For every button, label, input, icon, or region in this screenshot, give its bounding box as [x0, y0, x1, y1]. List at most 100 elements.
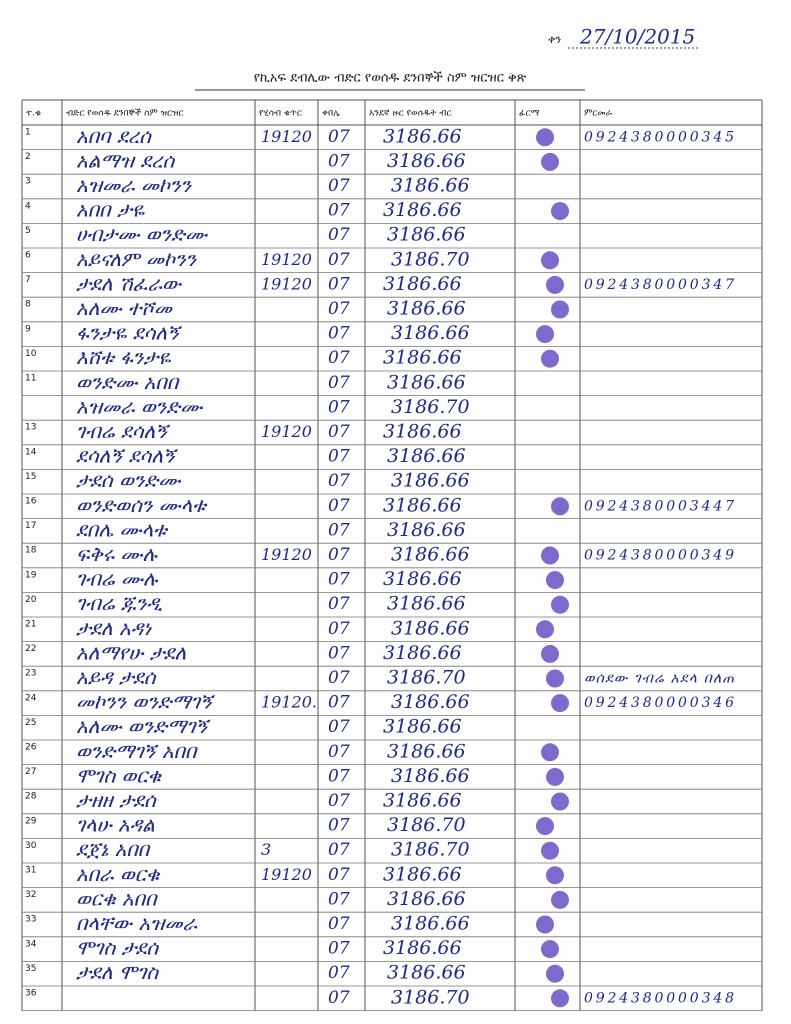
cell-kebele: 07 — [328, 520, 350, 540]
cell-name: ገብሬ ጁንዲ — [76, 591, 162, 615]
cell-account: 19120. — [261, 693, 317, 712]
cell-kebele: 07 — [328, 447, 350, 467]
cell-kebele: 07 — [328, 545, 350, 565]
cell-amount: 3186.66 — [383, 347, 462, 369]
cell-account: 19120 — [261, 545, 312, 564]
cell-name: ታደሰ ወንድሙ — [76, 468, 182, 492]
signature-thumbprint — [541, 743, 559, 762]
cell-name: ደበሌ ሙላቱ — [76, 517, 168, 541]
cell-kebele: 07 — [328, 373, 350, 393]
signature-thumbprint — [551, 202, 569, 221]
cell-kebele: 07 — [328, 324, 350, 344]
cell-amount: 3186.66 — [391, 617, 470, 639]
cell-name: ገብሬ ሙሉ — [76, 567, 159, 591]
row-number: 8 — [25, 300, 31, 310]
cell-amount: 3186.66 — [387, 740, 466, 762]
row-number: 32 — [25, 890, 36, 900]
cell-amount: 3186.66 — [383, 863, 462, 885]
cell-amount: 3186.66 — [383, 716, 462, 738]
signature-thumbprint — [541, 940, 559, 959]
cell-kebele: 07 — [328, 791, 350, 811]
cell-kebele: 07 — [328, 643, 350, 663]
cell-amount: 3186.66 — [383, 494, 462, 516]
cell-kebele: 07 — [328, 840, 350, 860]
signature-thumbprint — [551, 694, 569, 713]
cell-name: አለማየሁ ታደለ — [76, 640, 186, 664]
cell-name: ገብሬ ደሳለኝ — [76, 419, 170, 443]
cell-amount: 3186.70 — [391, 248, 470, 270]
cell-kebele: 07 — [328, 889, 350, 909]
cell-amount: 3186.66 — [383, 421, 462, 443]
cell-name: አለሙ ወንድማገኝ — [76, 714, 210, 738]
column-header: የሂሳብ ቁጥር — [259, 109, 302, 119]
cell-kebele: 07 — [328, 299, 350, 319]
row-number: 13 — [25, 423, 36, 433]
row-number: 3 — [25, 177, 31, 187]
cell-amount: 3186.66 — [383, 199, 462, 221]
cell-amount: 3186.66 — [391, 322, 470, 344]
cell-kebele: 07 — [328, 496, 350, 516]
row-number: 18 — [25, 546, 37, 556]
cell-name: መኮንን ወንድማገኝ — [76, 690, 215, 714]
signature-thumbprint — [546, 571, 564, 590]
form-title: የኪአፍ ደብሊው ብድር የወሰዱ ደንበኞች ስም ዝርዝር ቅጽ — [254, 71, 527, 86]
cell-amount: 3186.66 — [391, 544, 470, 566]
row-number: 14 — [25, 447, 37, 457]
cell-name: ወርቁ አበበ — [76, 886, 158, 910]
row-number: 21 — [25, 620, 36, 630]
cell-name: አለሙ ተሾመ — [76, 296, 173, 320]
cell-amount: 3186.66 — [383, 642, 462, 664]
cell-amount: 3186.66 — [383, 273, 462, 295]
cell-kebele: 07 — [328, 151, 350, 171]
signature-thumbprint — [551, 595, 569, 614]
cell-kebele: 07 — [328, 963, 350, 983]
cell-kebele: 07 — [328, 274, 350, 294]
cell-name: እሸቱ ፋንታዬ — [76, 345, 171, 369]
row-number: 36 — [25, 989, 37, 999]
cell-name: ደሳለኝ ደሳለኝ — [76, 444, 178, 468]
cell-amount: 3186.66 — [391, 175, 470, 197]
cell-amount: 3186.66 — [383, 790, 462, 812]
cell-name: ታዘዘ ታደሰ — [76, 788, 158, 812]
signature-thumbprint — [551, 300, 569, 319]
cell-amount: 3186.66 — [387, 888, 466, 910]
row-number: 2 — [25, 152, 31, 162]
cell-kebele: 07 — [328, 397, 350, 417]
cell-amount: 3186.66 — [383, 568, 462, 590]
cell-kebele: 07 — [328, 619, 350, 639]
signature-thumbprint — [536, 620, 554, 639]
row-number: 25 — [25, 718, 36, 728]
cell-kebele: 07 — [328, 914, 350, 934]
cell-name: አበራ ወርቁ — [76, 862, 161, 886]
row-number: 10 — [25, 349, 37, 359]
cell-kebele: 07 — [328, 939, 350, 959]
cell-account: 19120 — [261, 127, 312, 146]
cell-amount: 3186.66 — [383, 937, 462, 959]
cell-name: ፍቅሩ ሙሉ — [76, 542, 159, 566]
cell-kebele: 07 — [328, 717, 350, 737]
cell-account: 3 — [261, 840, 271, 859]
cell-name: ወንድሙ አበበ — [76, 370, 180, 394]
signature-thumbprint — [541, 841, 559, 860]
cell-kebele: 07 — [328, 471, 350, 491]
column-header: አንደኛ ዙር የወሰዱት ብር — [369, 109, 451, 119]
cell-amount: 3186.66 — [391, 691, 470, 713]
cell-name: ሞገስ ታደሰ — [76, 936, 160, 960]
signature-thumbprint — [551, 890, 569, 909]
row-number: 33 — [25, 915, 36, 925]
row-number: 28 — [25, 792, 37, 802]
cell-name: አይናለም መኮንን — [76, 247, 198, 271]
row-number: 26 — [25, 743, 37, 753]
row-number: 15 — [25, 472, 36, 482]
cell-kebele: 07 — [328, 668, 350, 688]
cell-amount: 3186.70 — [387, 667, 466, 689]
cell-kebele: 07 — [328, 348, 350, 368]
cell-amount: 3186.66 — [391, 765, 470, 787]
row-number: 30 — [25, 841, 37, 851]
cell-kebele: 07 — [328, 693, 350, 713]
cell-amount: 3186.70 — [391, 986, 470, 1008]
row-number: 7 — [25, 275, 31, 285]
signature-thumbprint — [541, 349, 559, 368]
row-number: 1 — [25, 128, 31, 138]
cell-amount: 3186.66 — [383, 125, 462, 147]
